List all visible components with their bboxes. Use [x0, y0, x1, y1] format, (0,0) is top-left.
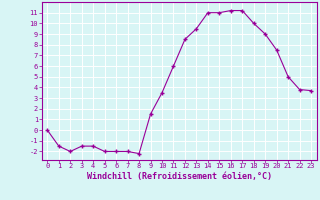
X-axis label: Windchill (Refroidissement éolien,°C): Windchill (Refroidissement éolien,°C) — [87, 172, 272, 181]
